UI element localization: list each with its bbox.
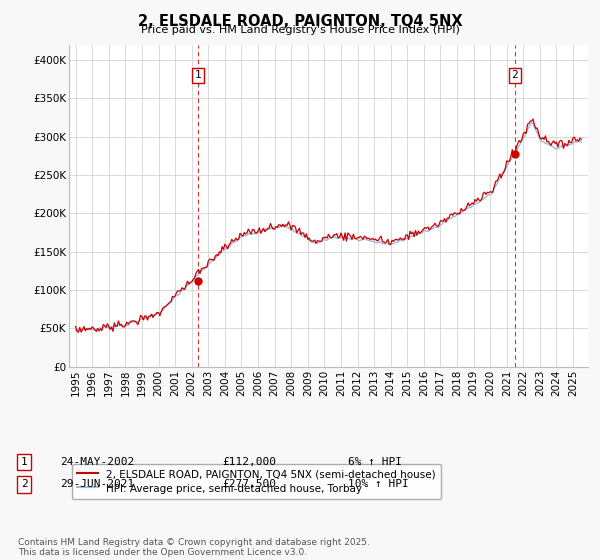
Text: £112,000: £112,000 <box>222 457 276 467</box>
Text: 2: 2 <box>512 71 518 81</box>
Text: 1: 1 <box>195 71 202 81</box>
Text: Contains HM Land Registry data © Crown copyright and database right 2025.
This d: Contains HM Land Registry data © Crown c… <box>18 538 370 557</box>
Text: 24-MAY-2002: 24-MAY-2002 <box>60 457 134 467</box>
Text: 6% ↑ HPI: 6% ↑ HPI <box>348 457 402 467</box>
Text: 29-JUN-2021: 29-JUN-2021 <box>60 479 134 489</box>
Text: £277,500: £277,500 <box>222 479 276 489</box>
Text: 2: 2 <box>20 479 28 489</box>
Text: 2, ELSDALE ROAD, PAIGNTON, TQ4 5NX: 2, ELSDALE ROAD, PAIGNTON, TQ4 5NX <box>137 14 463 29</box>
Text: Price paid vs. HM Land Registry's House Price Index (HPI): Price paid vs. HM Land Registry's House … <box>140 25 460 35</box>
Text: 1: 1 <box>20 457 28 467</box>
Text: 10% ↑ HPI: 10% ↑ HPI <box>348 479 409 489</box>
Legend: 2, ELSDALE ROAD, PAIGNTON, TQ4 5NX (semi-detached house), HPI: Average price, se: 2, ELSDALE ROAD, PAIGNTON, TQ4 5NX (semi… <box>71 464 441 499</box>
